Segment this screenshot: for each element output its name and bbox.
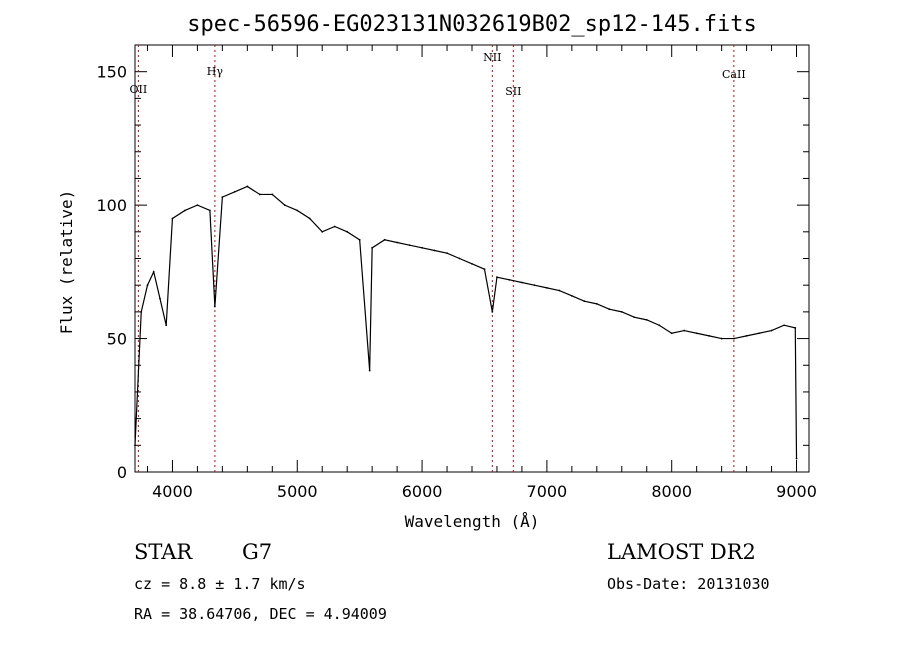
cz-value: cz = 8.8 ± 1.7 km/s [134, 575, 306, 593]
spectrum-point [733, 337, 736, 340]
spectrum-point [758, 332, 760, 335]
spectrum-series-line [134, 185, 798, 459]
spectrum-point [458, 257, 461, 260]
spectrum-point [208, 209, 211, 212]
spectrum-point [645, 318, 648, 321]
spectrum-point [670, 332, 673, 335]
x-tick-label: 8000 [651, 482, 692, 501]
spectrum-point [321, 230, 324, 233]
line-marker-label: Hγ [207, 65, 224, 78]
y-tick-label: 50 [107, 330, 127, 349]
spectrum-point [683, 329, 686, 332]
y-tick-label: 0 [117, 463, 127, 482]
x-tick-label: 9000 [776, 482, 817, 501]
y-tick-label: 100 [96, 196, 127, 215]
spectrum-point [396, 241, 399, 244]
spectrum-point [633, 316, 636, 319]
spectrum-point [570, 294, 573, 297]
spectrum-point [421, 246, 423, 249]
spectrum-point [134, 444, 136, 447]
spectrum-point [545, 286, 548, 289]
line-marker-label: SII [505, 85, 521, 98]
spectrum-point [159, 297, 161, 300]
x-tick-label: 5000 [277, 482, 318, 501]
y-axis-label: Flux (relative) [57, 190, 76, 335]
spectrum-group [134, 185, 798, 460]
x-tick-label: 6000 [402, 482, 443, 501]
spectrum-point [795, 457, 798, 460]
x-axis-ticks: 4000 5000 6000 7000 8000 9000 [146, 45, 817, 501]
spectrum-point [770, 329, 773, 332]
spectrum-point [433, 249, 436, 252]
spectrum-point [783, 324, 785, 327]
obs-date: Obs-Date: 20131030 [607, 575, 770, 593]
spectrum-point [333, 225, 336, 228]
spectrum-point [371, 246, 374, 249]
spectrum-point [184, 209, 186, 212]
spectrum-point [695, 332, 698, 335]
spectrum-point [271, 193, 274, 196]
spectrum-point [165, 324, 168, 327]
line-marker-label: CaII [722, 68, 746, 81]
spectrum-point [296, 209, 299, 212]
x-tick-label: 4000 [152, 482, 193, 501]
plot-frame [134, 44, 810, 473]
spectrum-point [533, 284, 536, 287]
spectrum-point [620, 310, 623, 313]
spectrum-point [658, 324, 661, 327]
spectrum-point [583, 300, 586, 303]
x-tick-label: 7000 [527, 482, 568, 501]
spectrum-point [246, 185, 249, 188]
spectrum-point [496, 276, 498, 279]
spectrum-point [383, 238, 386, 241]
spectrum-point [471, 262, 473, 265]
spectrum-point [152, 270, 155, 273]
coordinates: RA = 38.64706, DEC = 4.94009 [134, 605, 387, 623]
survey-name: LAMOST DR2 [607, 540, 756, 564]
spectrum-point [171, 217, 174, 220]
line-marker-label: NII [483, 51, 501, 64]
y-tick-label: 150 [96, 63, 127, 82]
spectrum-point [491, 310, 494, 313]
spectrum-point [146, 284, 149, 287]
spectrum-point [233, 190, 236, 193]
spectrum-point [608, 308, 611, 311]
star-class: STAR [134, 540, 193, 564]
spectrum-point [745, 334, 748, 337]
spectrum-point [358, 238, 361, 241]
spectrum-point [508, 278, 511, 281]
line-markers: OII Hγ NII SII CaII [130, 45, 746, 472]
spectrum-point [408, 244, 411, 247]
spectrum-point [794, 326, 797, 329]
spectrum-point [720, 337, 723, 340]
spectrum-point [558, 289, 561, 292]
chart-title: spec-56596-EG023131N032619B02_sp12-145.f… [187, 12, 757, 37]
spectrum-point [346, 230, 349, 233]
star-subclass: G7 [242, 540, 272, 564]
spectrum-point [283, 204, 286, 207]
spectrum-point [521, 281, 523, 284]
spectrum-point [708, 334, 711, 337]
x-axis-label: Wavelength (Å) [405, 512, 540, 531]
line-marker-label: OII [130, 83, 148, 96]
spectrum-point [595, 302, 598, 305]
spectrum-point [483, 268, 486, 271]
spectrum-point [196, 204, 199, 207]
spectrum-point [308, 217, 311, 220]
y-axis-ticks: 0 50 100 150 [96, 63, 809, 482]
spectrum-point [213, 305, 216, 308]
spectrum-point [446, 252, 448, 255]
spectrum-point [258, 193, 261, 196]
spectrum-point [140, 310, 143, 313]
spectrum-point [368, 369, 371, 372]
spectrum-point [221, 196, 224, 199]
